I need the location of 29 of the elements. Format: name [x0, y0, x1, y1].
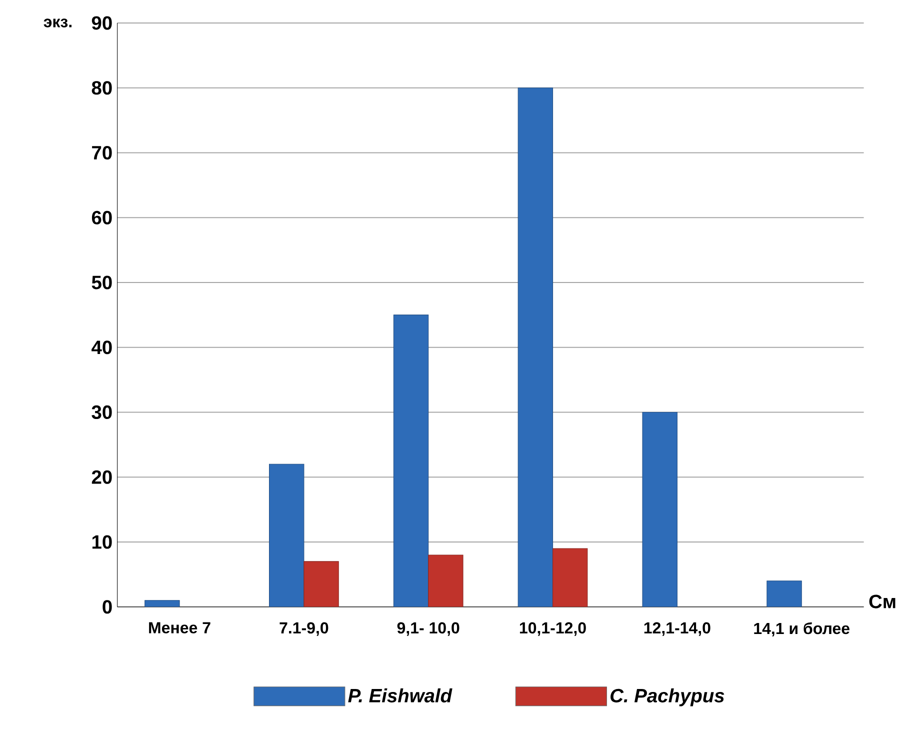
y-tick-label: 70 — [92, 146, 112, 160]
x-tick-label: 14,1 и более — [754, 622, 850, 637]
x-tick-label: 12,1-14,0 — [644, 622, 710, 636]
legend-label: P. Eishwald — [348, 688, 452, 703]
y-tick-label: 40 — [92, 340, 112, 354]
bar — [766, 580, 802, 607]
legend-label: C. Pachypus — [610, 688, 724, 706]
x-tick-label: 10,1-12,0 — [520, 622, 586, 636]
bar — [393, 314, 429, 607]
y-tick-label: 50 — [92, 276, 112, 290]
y-axis-title: экз. — [44, 18, 72, 28]
bar — [428, 554, 464, 607]
bar — [518, 88, 554, 607]
bar — [304, 561, 339, 607]
y-tick-label: 60 — [92, 210, 112, 224]
bar — [642, 412, 678, 607]
y-tick-label: 80 — [92, 81, 112, 95]
x-tick-label: Менее 7 — [149, 622, 210, 634]
y-tick-label: 10 — [92, 535, 112, 549]
x-tick-label: 9,1- 10,0 — [397, 622, 460, 636]
y-tick-label: 90 — [92, 16, 112, 30]
x-axis-title: См — [869, 594, 896, 608]
y-tick-label: 30 — [92, 406, 112, 420]
x-tick-label: 7.1-9,0 — [280, 622, 328, 636]
bar — [144, 600, 180, 607]
y-tick-label: 20 — [92, 470, 112, 484]
bar — [269, 464, 304, 607]
y-tick-label: 0 — [102, 600, 112, 614]
bar — [552, 548, 588, 607]
